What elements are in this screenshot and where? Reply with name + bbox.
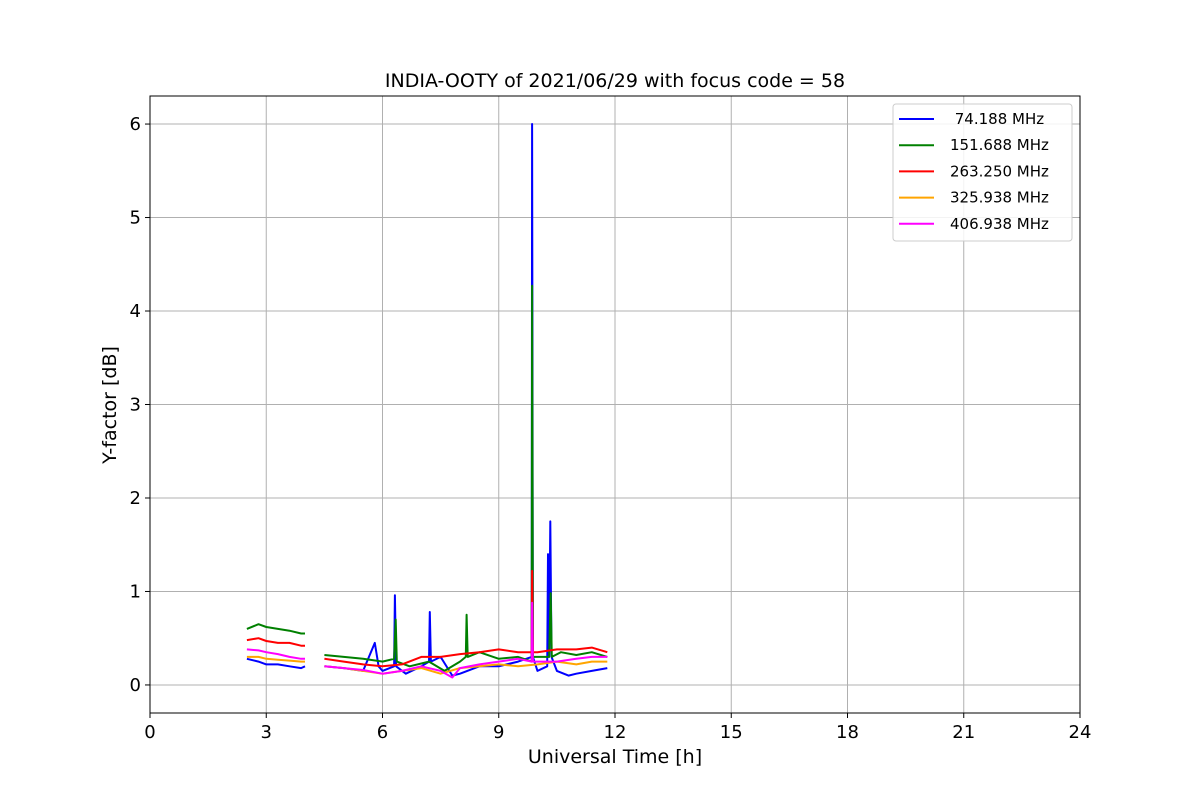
- legend-label: 151.688 MHz: [950, 136, 1049, 154]
- x-tick-label: 3: [261, 722, 272, 743]
- y-tick-label: 5: [130, 208, 141, 229]
- series-line: [246, 648, 305, 660]
- x-axis-label: Universal Time [h]: [528, 746, 702, 768]
- series-line: [324, 123, 608, 677]
- series-0: [246, 123, 608, 677]
- x-tick-label: 0: [144, 722, 155, 743]
- series-layer: [246, 123, 608, 679]
- x-tick-label: 24: [1069, 722, 1092, 743]
- series-line: [324, 284, 608, 672]
- y-tick-label: 3: [130, 395, 141, 416]
- series-1: [246, 284, 608, 672]
- y-axis-label: Y-factor [dB]: [99, 346, 121, 465]
- x-tick-label: 21: [952, 722, 975, 743]
- legend-label: 74.188 MHz: [950, 110, 1044, 128]
- series-line: [246, 657, 306, 670]
- series-line: [324, 601, 608, 679]
- legend: 74.188 MHz 151.688 MHz 263.250 MHz 325.938 …: [892, 103, 1073, 242]
- y-axis: 0 1 2 3 4 5 6: [130, 114, 150, 696]
- y-tick-label: 2: [130, 488, 141, 509]
- chart-title: INDIA-OOTY of 2021/06/29 with focus code…: [385, 70, 845, 92]
- y-tick-label: 4: [130, 301, 141, 322]
- series-line: [324, 569, 608, 668]
- x-tick-label: 12: [604, 722, 627, 743]
- legend-label: 325.938 MHz: [950, 189, 1049, 207]
- legend-box: [892, 103, 1073, 242]
- series-2: [246, 569, 608, 668]
- x-tick-label: 6: [377, 722, 388, 743]
- y-tick-label: 6: [130, 114, 141, 135]
- y-tick-label: 0: [130, 675, 141, 696]
- x-tick-label: 18: [836, 722, 859, 743]
- x-axis: 0 3 6 9 12 15 18 21 24: [144, 713, 1091, 743]
- legend-label: 406.938 MHz: [950, 215, 1049, 233]
- series-line: [246, 655, 305, 663]
- x-tick-label: 15: [720, 722, 743, 743]
- y-tick-label: 1: [130, 581, 141, 602]
- x-tick-label: 9: [493, 722, 504, 743]
- series-line: [246, 637, 305, 647]
- legend-label: 263.250 MHz: [950, 162, 1049, 180]
- series-4: [246, 601, 608, 679]
- series-line: [246, 623, 305, 635]
